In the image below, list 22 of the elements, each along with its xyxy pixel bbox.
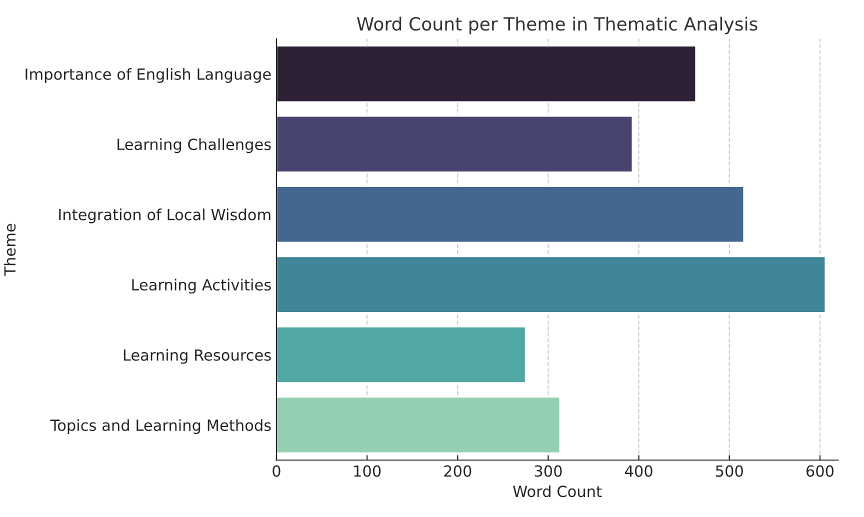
x-tick-label: 500 <box>716 465 743 477</box>
bar <box>276 396 561 454</box>
y-tick-label: Importance of English Language <box>26 68 271 83</box>
bar <box>276 115 634 173</box>
y-tick-label: Topics and Learning Methods <box>50 419 271 434</box>
y-tick-label: Learning Activities <box>132 278 271 294</box>
x-tick-label: 600 <box>806 465 834 477</box>
y-tick-label: Learning Resources <box>124 348 271 364</box>
y-tick-label: Learning Challenges <box>118 138 271 154</box>
x-tick-label: 100 <box>354 465 381 477</box>
bar <box>276 186 745 244</box>
bar <box>276 326 526 384</box>
x-tick-label: 200 <box>444 465 472 477</box>
x-tick-label: 400 <box>624 465 652 477</box>
chart-title: Word Count per Theme in Thematic Analysis <box>356 16 758 34</box>
x-axis-title: Word Count <box>513 485 602 498</box>
bar <box>276 45 697 103</box>
x-tick-label: 300 <box>534 465 562 477</box>
x-tick-label: 0 <box>272 465 280 477</box>
y-tick-label: Integration of Local Wisdom <box>59 208 270 224</box>
bar <box>276 256 826 314</box>
y-axis-title: Theme <box>4 224 16 276</box>
